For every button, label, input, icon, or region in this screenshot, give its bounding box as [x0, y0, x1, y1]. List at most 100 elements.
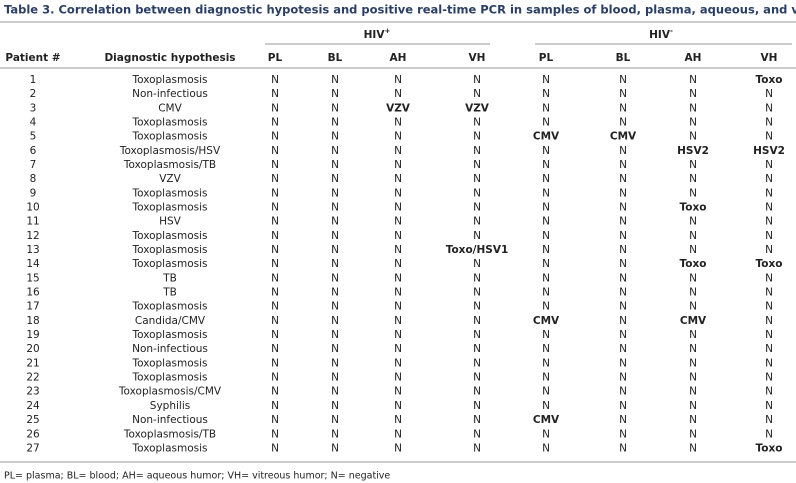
- column-header: BL: [616, 52, 631, 64]
- result-cell: N: [394, 343, 402, 355]
- column-header: Patient #: [5, 52, 60, 64]
- result-cell: N: [765, 202, 773, 214]
- result-cell: N: [689, 343, 697, 355]
- result-cell: N: [271, 216, 279, 228]
- patient-number: 11: [26, 216, 39, 228]
- patient-number: 1: [30, 74, 37, 86]
- footnote: PL= plasma; BL= blood; AH= aqueous humor…: [4, 471, 390, 482]
- result-cell: N: [689, 173, 697, 185]
- result-cell: N: [271, 258, 279, 270]
- patient-number: 15: [26, 272, 39, 284]
- result-cell: N: [619, 202, 627, 214]
- result-cell: N: [689, 102, 697, 114]
- result-cell: N: [473, 202, 481, 214]
- result-cell: N: [331, 131, 339, 143]
- result-cell: N: [331, 386, 339, 398]
- result-cell: N: [689, 386, 697, 398]
- result-cell: N: [473, 117, 481, 129]
- result-cell: N: [271, 145, 279, 157]
- diagnosis: Toxoplasmosis: [131, 301, 207, 313]
- result-cell: N: [689, 442, 697, 454]
- result-cell: N: [689, 400, 697, 412]
- result-cell: N: [689, 131, 697, 143]
- column-header: VH: [761, 52, 778, 64]
- result-cell: N: [473, 357, 481, 369]
- result-cell: N: [542, 301, 550, 313]
- result-cell: N: [542, 357, 550, 369]
- result-cell: N: [331, 74, 339, 86]
- column-header: BL: [328, 52, 343, 64]
- patient-number: 27: [26, 442, 39, 454]
- result-cell: N: [394, 230, 402, 242]
- result-cell: N: [542, 428, 550, 440]
- result-cell: N: [331, 400, 339, 412]
- patient-number: 7: [30, 159, 37, 171]
- result-cell: N: [619, 117, 627, 129]
- result-cell: N: [765, 414, 773, 426]
- result-cell: N: [473, 414, 481, 426]
- column-header: VH: [469, 52, 486, 64]
- patient-number: 24: [26, 400, 40, 412]
- result-cell: N: [473, 216, 481, 228]
- result-cell: N: [394, 216, 402, 228]
- result-cell: VZV: [465, 102, 490, 114]
- result-cell: N: [689, 301, 697, 313]
- result-cell: VZV: [386, 102, 411, 114]
- result-cell: N: [689, 159, 697, 171]
- result-cell: N: [542, 329, 550, 341]
- result-cell: N: [394, 400, 402, 412]
- result-cell: N: [542, 272, 550, 284]
- result-cell: N: [394, 414, 402, 426]
- result-cell: N: [619, 187, 627, 199]
- group-sup: -: [670, 27, 673, 35]
- result-cell: N: [689, 428, 697, 440]
- diagnosis: Toxoplasmosis: [131, 230, 207, 242]
- result-cell: Toxo: [680, 202, 707, 214]
- result-cell: N: [765, 343, 773, 355]
- result-cell: N: [689, 187, 697, 199]
- result-cell: N: [394, 287, 402, 299]
- result-cell: N: [619, 102, 627, 114]
- result-cell: N: [689, 357, 697, 369]
- result-cell: N: [394, 329, 402, 341]
- result-cell: N: [765, 230, 773, 242]
- result-cell: N: [689, 88, 697, 100]
- result-cell: N: [394, 258, 402, 270]
- result-cell: N: [394, 173, 402, 185]
- result-cell: N: [331, 258, 339, 270]
- group-label: HIV: [649, 29, 671, 41]
- result-cell: N: [765, 117, 773, 129]
- result-cell: N: [542, 202, 550, 214]
- patient-number: 26: [26, 428, 40, 440]
- result-cell: N: [689, 287, 697, 299]
- result-cell: Toxo: [756, 442, 783, 454]
- patient-number: 13: [26, 244, 39, 256]
- result-cell: N: [394, 244, 402, 256]
- patient-number: 18: [26, 315, 39, 327]
- result-cell: N: [331, 287, 339, 299]
- result-cell: N: [765, 272, 773, 284]
- result-cell: N: [331, 244, 339, 256]
- result-cell: N: [271, 287, 279, 299]
- result-cell: N: [542, 216, 550, 228]
- result-cell: N: [394, 386, 402, 398]
- result-cell: N: [271, 428, 279, 440]
- result-cell: N: [271, 301, 279, 313]
- result-cell: N: [473, 159, 481, 171]
- result-cell: N: [271, 230, 279, 242]
- result-cell: N: [473, 386, 481, 398]
- result-cell: N: [331, 428, 339, 440]
- result-cell: HSV2: [753, 145, 785, 157]
- patient-number: 8: [30, 173, 37, 185]
- result-cell: N: [619, 230, 627, 242]
- result-cell: Toxo/HSV1: [446, 244, 509, 256]
- result-cell: N: [765, 357, 773, 369]
- result-cell: N: [271, 343, 279, 355]
- result-cell: N: [394, 187, 402, 199]
- result-cell: N: [394, 202, 402, 214]
- result-cell: N: [473, 343, 481, 355]
- result-cell: N: [271, 187, 279, 199]
- column-header: PL: [268, 52, 283, 64]
- group-header: HIV-: [649, 27, 673, 41]
- result-cell: N: [473, 428, 481, 440]
